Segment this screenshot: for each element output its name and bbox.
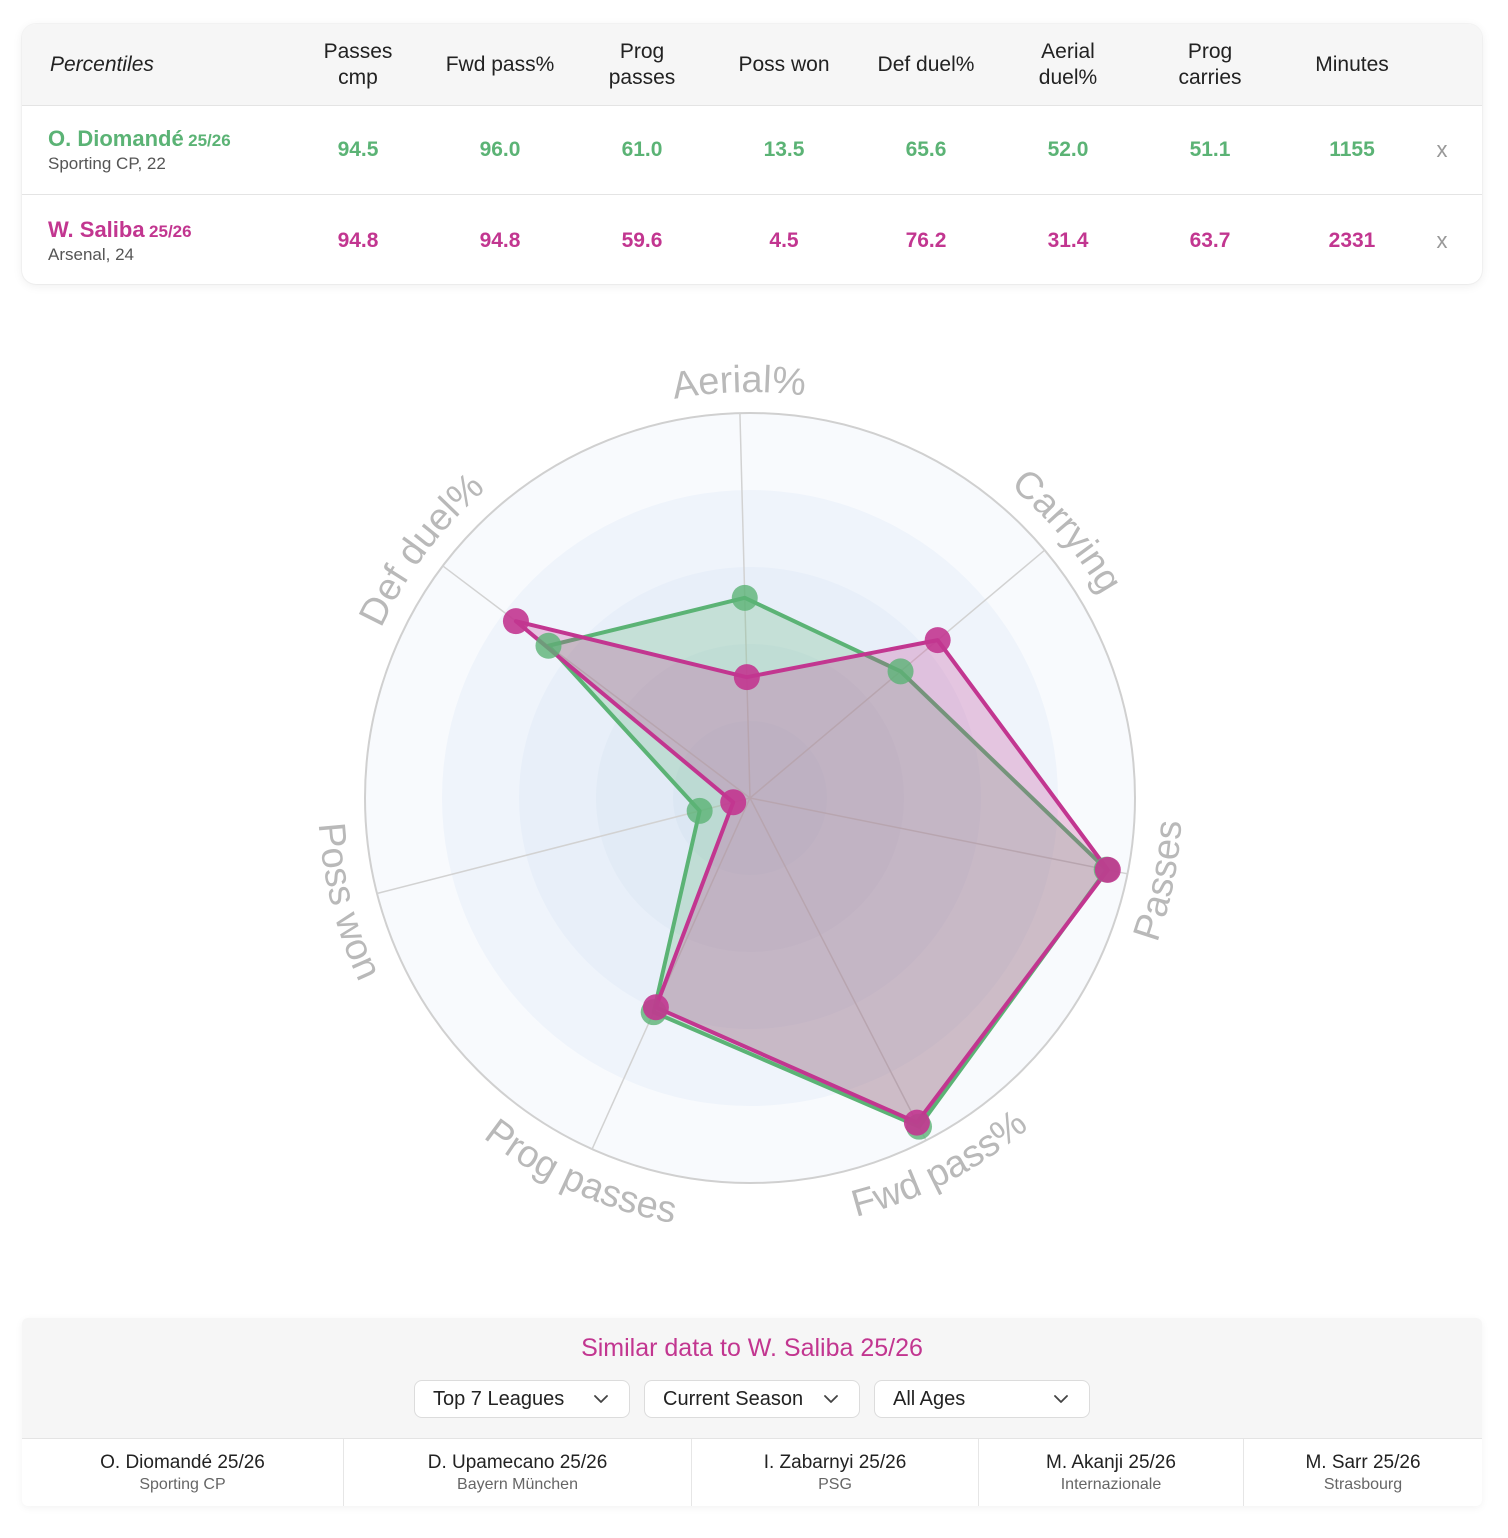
value-minutes: 1155 bbox=[1329, 138, 1375, 161]
player-club: Arsenal, 24 bbox=[48, 244, 134, 264]
similar-title: Similar data to W. Saliba 25/26 bbox=[581, 1334, 923, 1362]
radar-area-diomande bbox=[546, 595, 1109, 1129]
value-prog-carries: 51.1 bbox=[1189, 138, 1231, 161]
percentiles-label: Percentiles bbox=[50, 52, 154, 76]
radar-point-saliba bbox=[720, 789, 747, 816]
similar-player-name: D. Upamecano 25/26 bbox=[427, 1452, 608, 1473]
player-name: O. Diomandé bbox=[48, 126, 184, 151]
player-season: 25/26 bbox=[149, 221, 192, 241]
radar-axis-label: Passes bbox=[1126, 819, 1191, 946]
similar-player-club: Strasbourg bbox=[1323, 1476, 1403, 1493]
value-aerial-duel: 31.4 bbox=[1047, 228, 1089, 252]
radar-point-saliba bbox=[1094, 856, 1121, 883]
value-aerial-duel: 52.0 bbox=[1047, 138, 1089, 161]
player-cell: W. Saliba 25/26 Arsenal, 24 bbox=[48, 196, 288, 284]
similar-players-panel: Similar data to W. Saliba 25/26 Top 7 Le… bbox=[22, 1318, 1482, 1506]
similar-players-list: O. Diomandé 25/26 Sporting CP D. Upameca… bbox=[22, 1438, 1482, 1506]
value-passes-cmp: 94.8 bbox=[337, 228, 379, 252]
similar-player-item[interactable]: I. Zabarnyi 25/26 PSG bbox=[692, 1439, 979, 1506]
age-filter-dropdown[interactable]: All Ages bbox=[874, 1380, 1090, 1418]
similar-player-item[interactable]: M. Sarr 25/26 Strasbourg bbox=[1244, 1439, 1482, 1506]
value-prog-passes: 61.0 bbox=[621, 138, 663, 161]
value-poss-won: 13.5 bbox=[763, 138, 805, 161]
radar-point-diomande bbox=[686, 797, 713, 824]
player-season: 25/26 bbox=[188, 131, 231, 150]
radar-point-saliba bbox=[903, 1109, 930, 1136]
value-def-duel: 76.2 bbox=[905, 228, 947, 252]
value-minutes: 2331 bbox=[1328, 228, 1376, 252]
radar-point-saliba bbox=[733, 664, 760, 691]
value-def-duel: 65.6 bbox=[905, 138, 947, 161]
similar-player-name: I. Zabarnyi 25/26 bbox=[763, 1452, 907, 1473]
player-name: W. Saliba bbox=[48, 216, 145, 242]
column-header-poss-won: Poss won bbox=[738, 52, 830, 76]
value-prog-passes: 59.6 bbox=[621, 228, 663, 252]
radar-axis-label-text: Passes bbox=[1126, 819, 1191, 946]
radar-point-saliba bbox=[642, 994, 669, 1021]
radar-axis-line bbox=[442, 565, 751, 799]
player-title: O. Diomandé 25/26 bbox=[48, 126, 231, 152]
column-header-passes-cmp: Passes cmp bbox=[323, 39, 393, 89]
value-poss-won: 4.5 bbox=[769, 228, 799, 252]
column-header-aerial-duel: Aerial duel% bbox=[1038, 39, 1098, 89]
radar-series bbox=[502, 584, 1121, 1140]
column-header-prog-passes: Prog passes bbox=[608, 39, 676, 89]
table-row-saliba: W. Saliba 25/26 Arsenal, 24 94.8 94.8 59… bbox=[22, 196, 1482, 284]
similar-player-item[interactable]: O. Diomandé 25/26 Sporting CP bbox=[22, 1439, 344, 1506]
column-header-fwd-pass: Fwd pass% bbox=[445, 52, 555, 76]
remove-player-button[interactable]: x bbox=[1436, 227, 1448, 253]
similar-player-name: O. Diomandé 25/26 bbox=[100, 1452, 265, 1473]
radar-point-saliba bbox=[502, 608, 529, 635]
column-header-def-duel: Def duel% bbox=[877, 52, 975, 76]
value-passes-cmp: 94.5 bbox=[337, 138, 379, 161]
league-filter-value: Top 7 Leagues bbox=[433, 1387, 565, 1410]
radar-axis-label-text: Aerial% bbox=[669, 359, 808, 408]
similar-player-item[interactable]: D. Upamecano 25/26 Bayern München bbox=[344, 1439, 692, 1506]
radar-point-diomande bbox=[535, 632, 562, 659]
value-fwd-pass: 94.8 bbox=[479, 228, 521, 252]
season-filter-value: Current Season bbox=[663, 1387, 804, 1410]
radar-point-saliba bbox=[924, 627, 951, 654]
column-header-prog-carries: Prog carries bbox=[1178, 39, 1242, 89]
player-title: W. Saliba 25/26 bbox=[48, 217, 192, 243]
radar-axis-label: Aerial% bbox=[669, 359, 808, 408]
similar-player-item[interactable]: M. Akanji 25/26 Internazionale bbox=[979, 1439, 1244, 1506]
season-filter-dropdown[interactable]: Current Season bbox=[644, 1380, 860, 1418]
value-fwd-pass: 96.0 bbox=[479, 138, 521, 161]
radar-point-diomande bbox=[731, 584, 758, 611]
similar-player-club: PSG bbox=[818, 1476, 852, 1493]
radar-axis-line bbox=[591, 797, 751, 1150]
similar-player-club: Internazionale bbox=[1060, 1476, 1162, 1493]
chevron-down-icon bbox=[1054, 1395, 1068, 1403]
radar-axis-line bbox=[749, 797, 1128, 875]
value-prog-carries: 63.7 bbox=[1189, 228, 1231, 252]
similar-player-name: M. Akanji 25/26 bbox=[1046, 1452, 1176, 1473]
chevron-down-icon bbox=[594, 1395, 608, 1403]
chevron-down-icon bbox=[824, 1395, 838, 1403]
remove-player-button[interactable]: x bbox=[1436, 137, 1448, 162]
league-filter-dropdown[interactable]: Top 7 Leagues bbox=[414, 1380, 630, 1418]
table-row-diomande: O. Diomandé 25/26 Sporting CP, 22 94.5 9… bbox=[22, 106, 1482, 195]
player-cell: O. Diomandé 25/26 Sporting CP, 22 bbox=[48, 106, 288, 194]
table-header: Percentiles Passes cmp Fwd pass% Prog pa… bbox=[22, 24, 1482, 106]
similar-player-club: Bayern München bbox=[457, 1476, 578, 1493]
radar-axis-line bbox=[749, 797, 927, 1141]
radar-point-diomande bbox=[887, 658, 914, 685]
age-filter-value: All Ages bbox=[893, 1387, 966, 1410]
player-club: Sporting CP, 22 bbox=[48, 154, 166, 173]
percentiles-table: Percentiles Passes cmp Fwd pass% Prog pa… bbox=[22, 24, 1482, 284]
column-header-minutes: Minutes bbox=[1315, 52, 1389, 76]
similar-player-name: M. Sarr 25/26 bbox=[1305, 1452, 1421, 1473]
similar-player-club: Sporting CP bbox=[139, 1476, 226, 1493]
